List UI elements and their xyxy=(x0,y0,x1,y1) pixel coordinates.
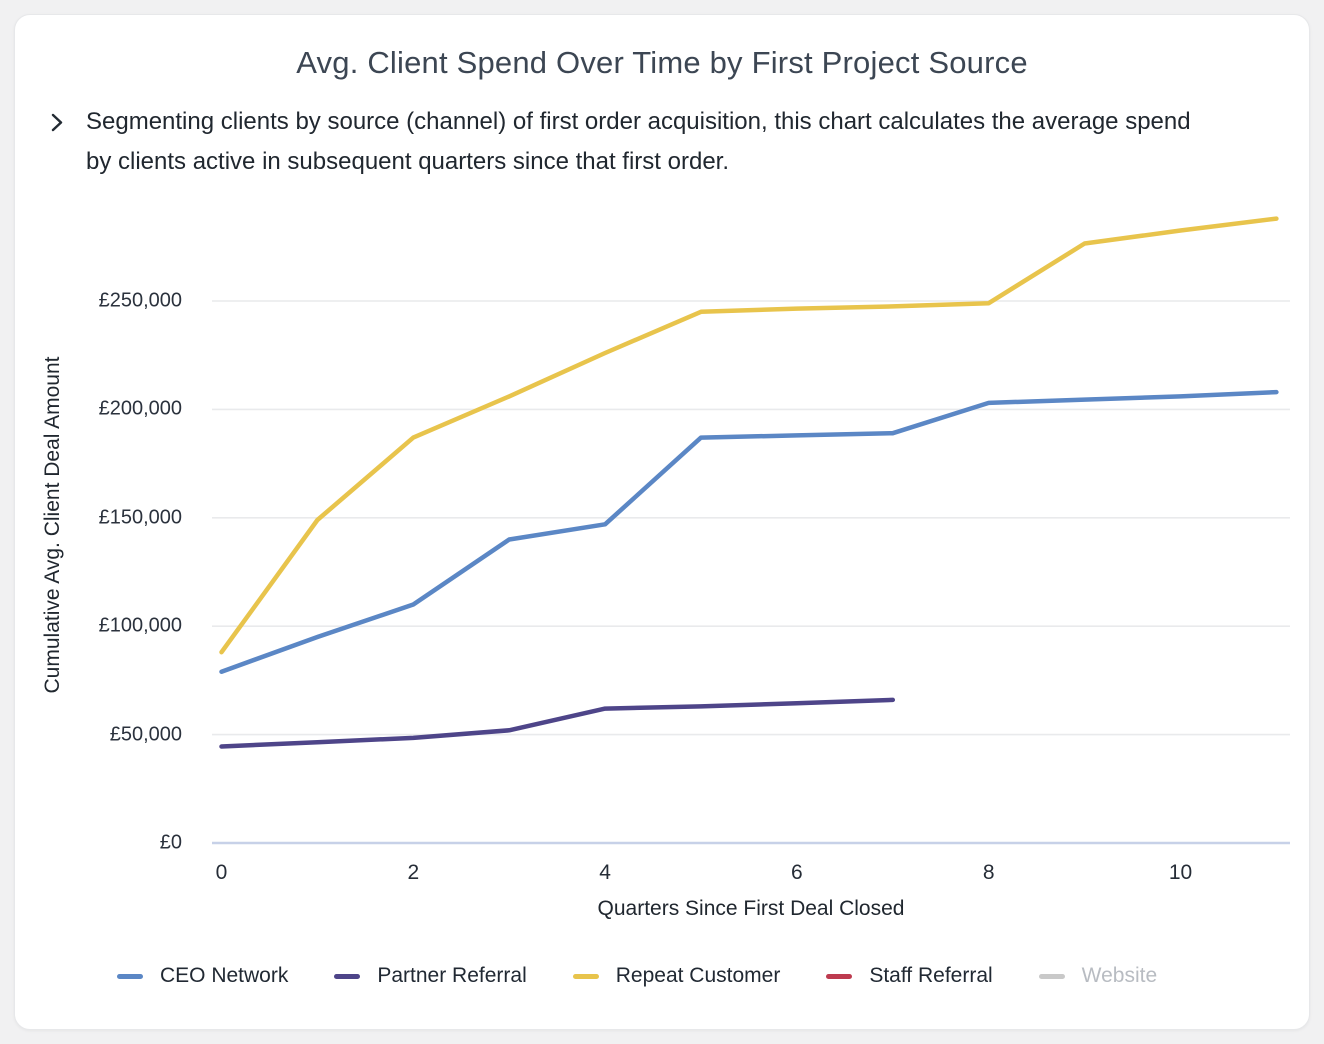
legend-swatch-icon xyxy=(334,973,361,979)
legend-label: Partner Referral xyxy=(377,964,527,987)
legend-item-partner-referral[interactable]: Partner Referral xyxy=(334,964,527,988)
legend-item-staff-referral[interactable]: Staff Referral xyxy=(826,964,993,988)
y-tick-label: £0 xyxy=(159,831,182,854)
y-tick-label: £250,000 xyxy=(98,289,182,312)
y-tick-label: £200,000 xyxy=(98,397,182,420)
legend-swatch-icon xyxy=(1038,973,1065,979)
chart-description: Segmenting clients by source (channel) o… xyxy=(86,108,1191,175)
x-axis-title: Quarters Since First Deal Closed xyxy=(597,897,905,920)
x-tick-label: 2 xyxy=(407,861,420,884)
x-tick-label: 10 xyxy=(1168,861,1193,884)
legend: CEO Network Partner Referral Repeat Custom… xyxy=(117,962,1157,990)
legend-label: Repeat Customer xyxy=(615,964,781,987)
legend-label: Staff Referral xyxy=(869,964,993,987)
legend-item-ceo-network[interactable]: CEO Network xyxy=(117,964,288,988)
y-tick-label: £100,000 xyxy=(98,614,182,637)
legend-item-website[interactable]: Website xyxy=(1038,964,1158,988)
legend-label: CEO Network xyxy=(160,964,289,987)
page-title: Avg. Client Spend Over Time by First Pro… xyxy=(296,45,1028,80)
chevron-right-icon[interactable] xyxy=(45,110,69,134)
x-tick-label: 4 xyxy=(599,861,611,884)
legend-swatch-icon xyxy=(826,973,853,979)
x-tick-label: 0 xyxy=(215,861,228,884)
legend-swatch-icon xyxy=(572,973,599,979)
y-tick-label: £150,000 xyxy=(98,506,182,529)
y-tick-label: £50,000 xyxy=(109,723,182,746)
x-tick-label: 8 xyxy=(982,861,995,884)
legend-label: Website xyxy=(1081,964,1158,987)
legend-item-repeat-customer[interactable]: Repeat Customer xyxy=(572,964,781,988)
legend-swatch-icon xyxy=(117,973,143,979)
y-axis-title: Cumulative Avg. Client Deal Amount xyxy=(41,356,64,694)
x-tick-label: 6 xyxy=(791,861,803,884)
